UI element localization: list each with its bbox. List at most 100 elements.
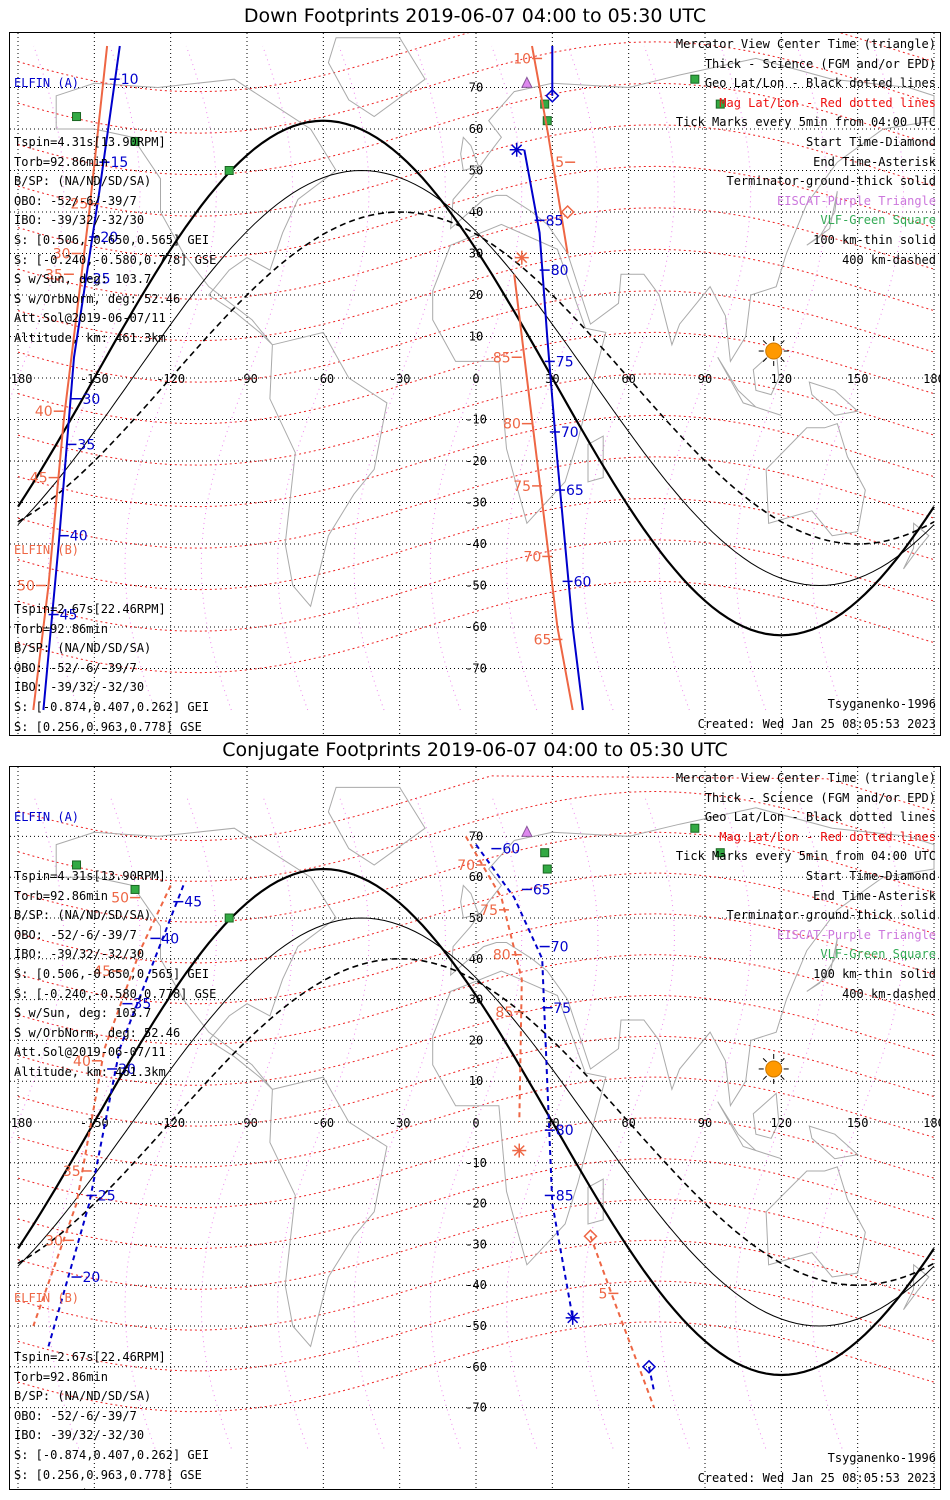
lat-tick-label: -70 <box>465 662 487 676</box>
end-asterisk-icon <box>511 144 523 156</box>
elfin-a-info-line: Altitude, km: 461.3km <box>14 1064 166 1079</box>
elfin-a-track <box>523 149 584 711</box>
mag-parallel <box>17 290 935 383</box>
map-down-footprints: -180-150-120-90-60-300306090120150180706… <box>9 32 941 736</box>
track-tick-label: 80 <box>556 1123 574 1139</box>
track-tick-label: 75 <box>513 479 531 495</box>
mag-parallel <box>17 954 935 1046</box>
lat-tick-label: 60 <box>469 870 483 884</box>
track-tick-label: 30 <box>45 1233 63 1249</box>
mag-parallel <box>17 82 935 176</box>
lat-tick-label: -20 <box>465 454 487 468</box>
terminator-line <box>17 211 935 545</box>
lat-tick-label: -50 <box>465 579 487 593</box>
terminator-line <box>17 119 935 637</box>
terminator-line <box>17 169 935 587</box>
sun-ray <box>762 340 767 345</box>
track-tick-label: 25 <box>71 197 89 213</box>
lat-tick-label: -70 <box>465 1401 487 1415</box>
track-tick-label: 35 <box>45 267 63 283</box>
elfin-a-info-line: S w/OrbNorm, deg: 52.46 <box>14 1025 181 1040</box>
legend-conjugate: Mercator View Center Time (triangle) Thic… <box>676 769 936 1004</box>
mag-parallel <box>17 1117 935 1209</box>
track-tick-label: 30 <box>83 392 101 408</box>
legend-line: Tick Marks every 5min from 04:00 UTC <box>675 115 936 130</box>
mag-parallel <box>17 1280 935 1372</box>
track-tick-label: 75 <box>556 354 574 370</box>
vlf-square-icon <box>715 99 725 109</box>
elfin-a-info-down: ELFIN (A) Tspin=4.31s[13.90RPM] Torb=92.8… <box>14 35 216 349</box>
mag-meridian <box>582 45 676 711</box>
lon-tick-label: 150 <box>847 372 869 386</box>
elfin-b-info-line: Tspin=2.67s[22.46RPM] <box>14 1349 166 1364</box>
track-tick-label: 70 <box>551 940 569 956</box>
end-asterisk-icon <box>516 252 528 264</box>
vlf-square-icon <box>72 860 82 870</box>
track-tick-label: 25 <box>93 271 111 287</box>
lon-tick-label: 180 <box>923 1116 941 1130</box>
elfin-b-track <box>531 45 569 254</box>
coastline <box>587 435 604 483</box>
elfin-b-info-line: B/SP: (NA/ND/SD/SA) <box>14 1389 152 1404</box>
coastline <box>717 357 782 416</box>
lat-tick-label: 60 <box>469 122 483 136</box>
track-tick-label: 5 <box>598 1286 607 1302</box>
legend-line: Mercator View Center Time (triangle) <box>675 771 936 785</box>
vlf-square-icon <box>72 112 82 122</box>
sun-ray <box>762 1057 767 1063</box>
mag-parallel <box>17 373 935 466</box>
mag-parallel <box>17 165 935 259</box>
lon-tick-label: 150 <box>847 1116 869 1130</box>
legend-line: VLF-Green Square <box>820 213 936 228</box>
track-tick-label: 85 <box>495 1005 513 1021</box>
coastline <box>808 1125 859 1160</box>
elfin-a-info-line: S: [-0.240,-0.580,0.778] GSE <box>14 252 217 267</box>
mag-parallel <box>17 1239 935 1331</box>
elfin-b-track <box>513 274 574 711</box>
elfin-a-info-line: B/SP: (NA/ND/SD/SA) <box>14 908 152 923</box>
track-tick-label: 65 <box>566 483 584 499</box>
legend-line: Mag Lat/Lon - Red dotted lines <box>719 829 936 844</box>
coastline <box>269 1076 388 1348</box>
legend-line: Thick - Science (FGM and/or EPD) <box>704 56 936 71</box>
track-tick-label: 85 <box>556 1188 574 1204</box>
lon-tick-label: -120 <box>156 1116 185 1130</box>
vlf-square-icon <box>540 848 550 858</box>
lat-tick-label: 10 <box>469 1074 483 1088</box>
lon-tick-label: 0 <box>472 1116 479 1130</box>
lon-tick-label: -30 <box>389 1116 411 1130</box>
track-tick-label: 80 <box>551 263 569 279</box>
elfin-b-info-line: Tspin=2.67s[22.46RPM] <box>14 601 166 616</box>
coastline <box>269 331 388 608</box>
coastline <box>432 223 607 525</box>
mag-parallel <box>17 1158 935 1250</box>
lon-tick-label: -90 <box>236 372 258 386</box>
mag-meridian <box>200 45 294 711</box>
elfin-a-info-line: OBO: -52/-6/-39/7 <box>14 927 137 942</box>
vlf-square-icon <box>690 823 700 833</box>
coastline <box>327 37 426 118</box>
coastline <box>752 1092 780 1139</box>
panel-title-down: Down Footprints 2019-06-07 04:00 to 05:3… <box>243 5 707 27</box>
legend-line: EISCAT-Purple Triangle <box>777 193 936 208</box>
legend-line: Tick Marks every 5min from 04:00 UTC <box>675 849 936 864</box>
elfin-a-info-line: Torb=92.86min <box>14 154 108 169</box>
track-tick-label: 40 <box>70 529 88 545</box>
lat-tick-label: -10 <box>465 1156 487 1170</box>
elfin-a-track <box>648 1366 656 1392</box>
lat-tick-label: -10 <box>465 413 487 427</box>
mag-meridian <box>734 45 828 711</box>
legend-line: Mag Lat/Lon - Red dotted lines <box>719 95 936 110</box>
track-tick-label: 35 <box>63 1164 81 1180</box>
terminator-line <box>17 867 935 1377</box>
lat-tick-label: -60 <box>465 1360 487 1374</box>
mag-meridian <box>124 45 218 711</box>
lat-tick-label: -20 <box>465 1197 487 1211</box>
elfin-a-info-line: IBO: -39/32/-32/30 <box>14 947 145 962</box>
coastline <box>808 381 859 416</box>
lat-tick-label: -50 <box>465 1319 487 1333</box>
lat-tick-label: 20 <box>469 1033 483 1047</box>
elfin-a-info-line: Tspin=4.31s[13.90RPM] <box>14 868 166 883</box>
vlf-square-icon <box>130 136 140 146</box>
elfin-b-track <box>32 884 172 1327</box>
